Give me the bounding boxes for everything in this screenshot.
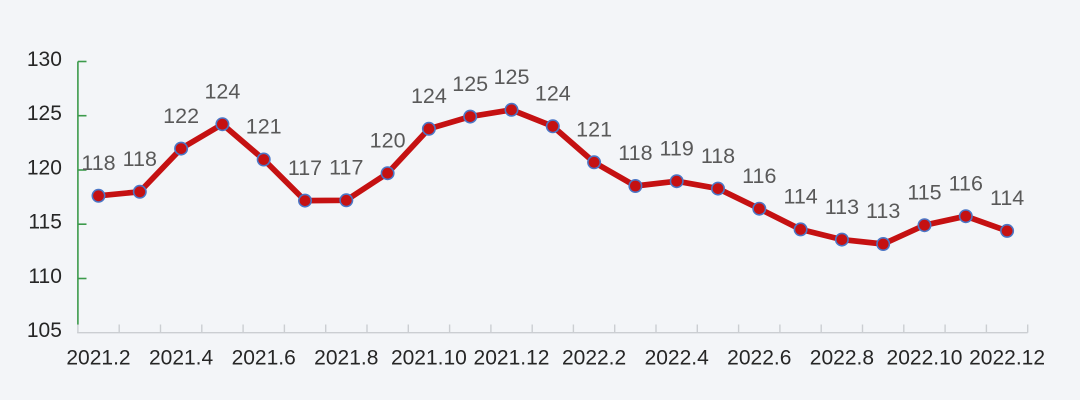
svg-text:2021.12: 2021.12 <box>474 347 550 370</box>
svg-text:120: 120 <box>27 156 62 179</box>
svg-text:114: 114 <box>990 186 1024 210</box>
svg-text:113: 113 <box>825 195 859 219</box>
svg-text:118: 118 <box>81 151 115 175</box>
svg-text:130: 130 <box>27 48 62 71</box>
svg-text:115: 115 <box>907 180 941 204</box>
svg-text:2021.8: 2021.8 <box>314 347 378 370</box>
svg-text:2021.2: 2021.2 <box>66 347 130 370</box>
svg-text:2022.10: 2022.10 <box>887 347 963 370</box>
svg-text:122: 122 <box>163 104 199 128</box>
svg-text:116: 116 <box>742 164 776 188</box>
svg-text:2022.4: 2022.4 <box>645 347 710 370</box>
svg-text:119: 119 <box>660 136 694 160</box>
svg-text:2022.12: 2022.12 <box>969 347 1045 370</box>
svg-text:105: 105 <box>27 319 62 342</box>
svg-text:125: 125 <box>494 65 530 89</box>
svg-text:113: 113 <box>866 199 900 223</box>
svg-text:110: 110 <box>28 265 61 288</box>
svg-text:121: 121 <box>576 118 612 142</box>
svg-text:117: 117 <box>288 156 322 180</box>
svg-text:117: 117 <box>329 156 363 180</box>
svg-text:2021.6: 2021.6 <box>232 347 296 370</box>
svg-text:118: 118 <box>123 147 157 171</box>
svg-text:2022.2: 2022.2 <box>562 347 626 370</box>
svg-text:116: 116 <box>949 171 983 195</box>
svg-text:114: 114 <box>783 185 817 209</box>
svg-text:2021.4: 2021.4 <box>149 347 214 370</box>
svg-text:121: 121 <box>246 115 282 139</box>
svg-text:124: 124 <box>535 82 571 106</box>
svg-text:2021.10: 2021.10 <box>391 347 467 370</box>
svg-text:118: 118 <box>701 144 735 168</box>
svg-text:124: 124 <box>411 84 447 108</box>
svg-text:118: 118 <box>618 141 652 165</box>
svg-text:120: 120 <box>370 128 406 152</box>
svg-text:125: 125 <box>27 102 62 125</box>
svg-text:2022.8: 2022.8 <box>810 347 874 370</box>
svg-text:2022.6: 2022.6 <box>727 347 791 370</box>
svg-text:124: 124 <box>204 79 240 103</box>
svg-text:115: 115 <box>28 211 61 234</box>
svg-text:125: 125 <box>452 72 488 96</box>
